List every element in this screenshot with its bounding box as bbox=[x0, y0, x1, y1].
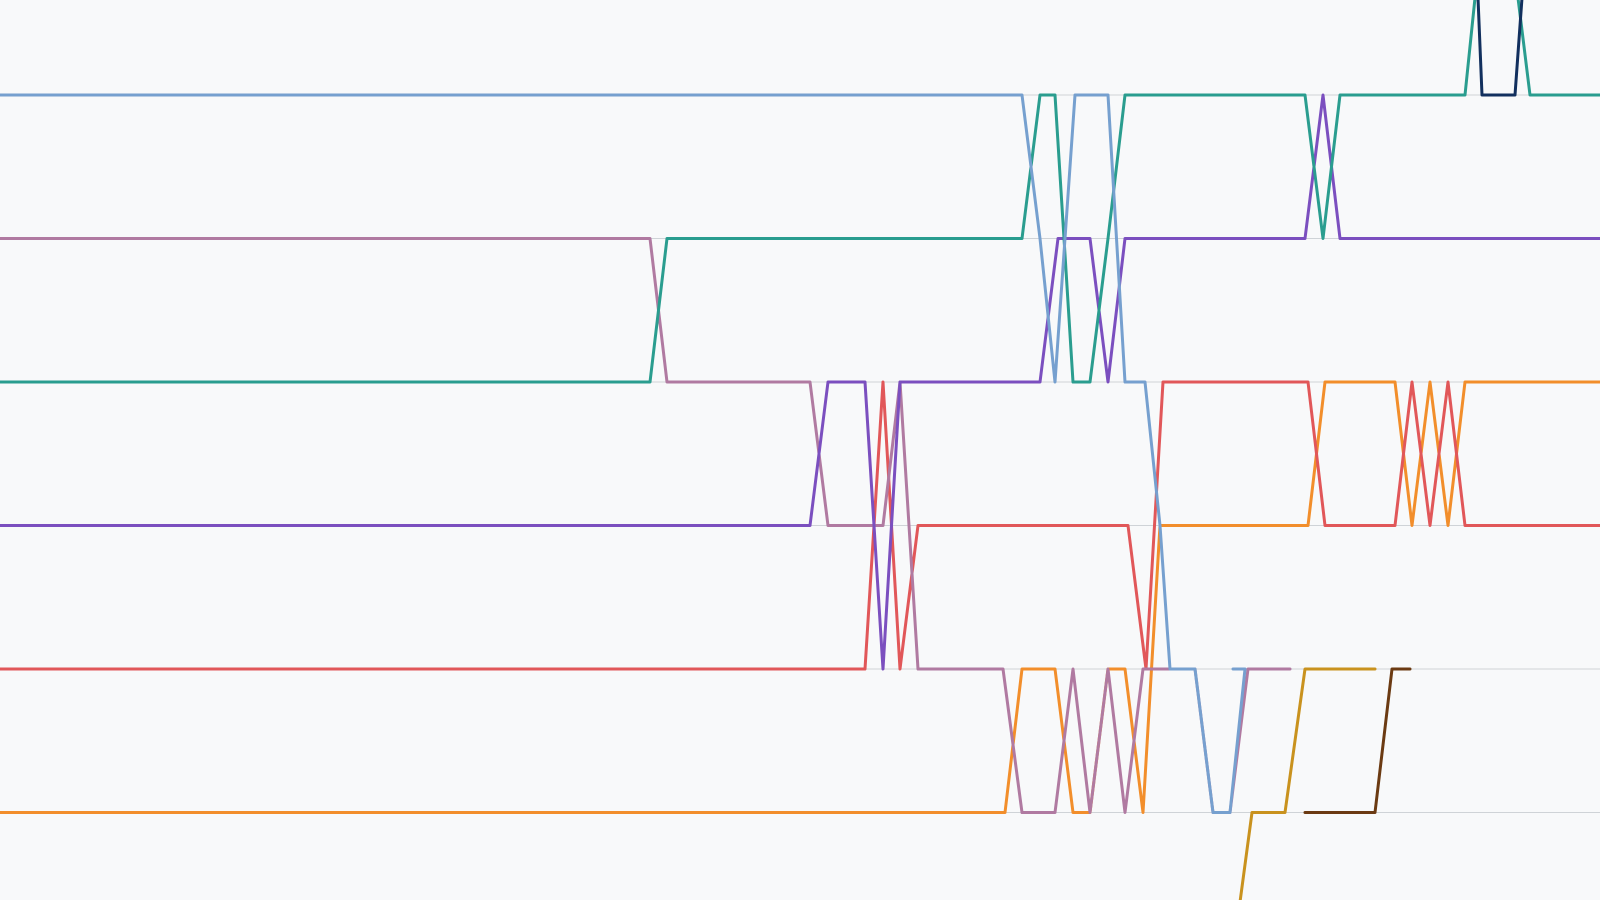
series-line-8 bbox=[1238, 667, 1377, 900]
series-line-6 bbox=[0, 93, 1247, 814]
series-line-5 bbox=[0, 0, 1600, 384]
series-line-7 bbox=[1476, 0, 1524, 97]
series-line-1 bbox=[0, 380, 1600, 814]
series-line-9 bbox=[1303, 667, 1412, 814]
rank-gridlines bbox=[0, 94, 1600, 813]
